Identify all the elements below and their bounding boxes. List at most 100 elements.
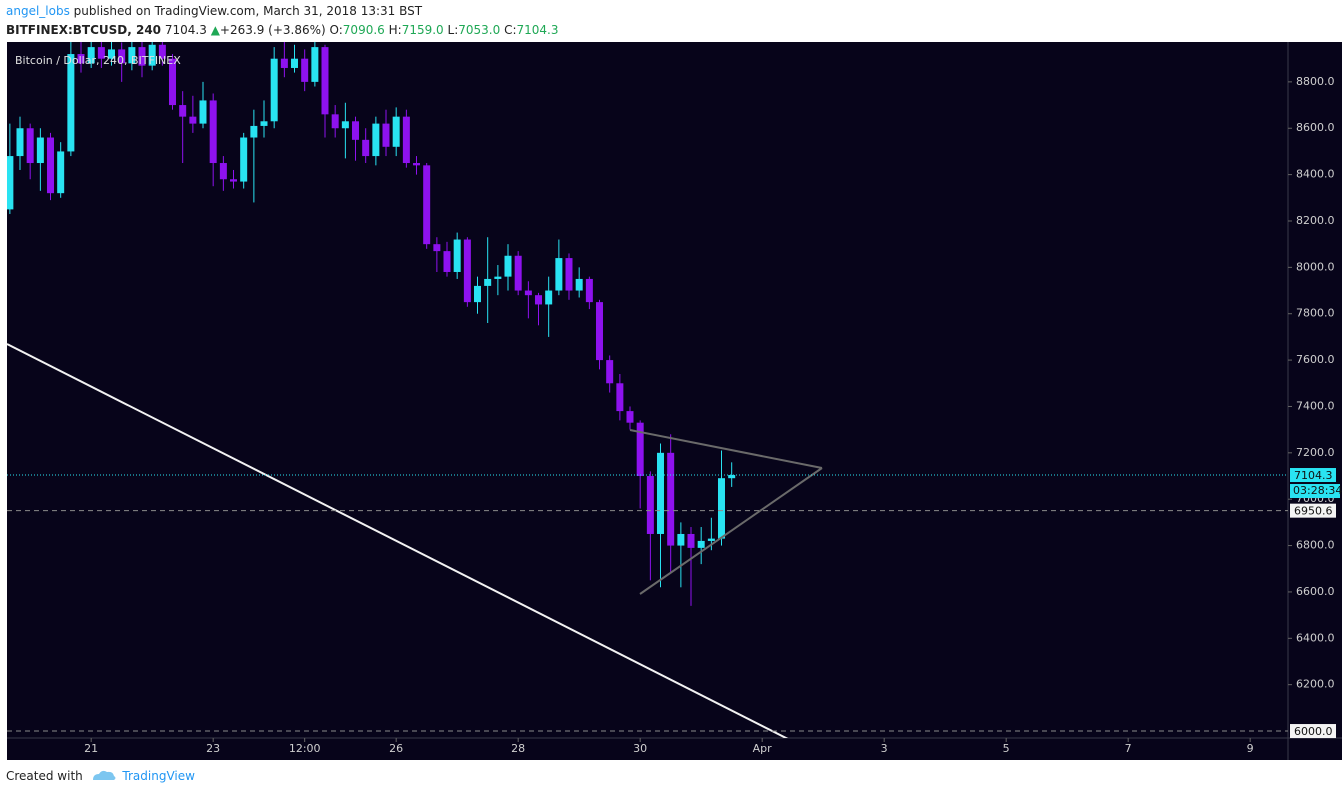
x-tick-label: 30 xyxy=(633,742,647,755)
candle-body xyxy=(240,137,248,182)
x-tick-label: 9 xyxy=(1247,742,1254,755)
drawings xyxy=(7,343,823,738)
candle-body xyxy=(351,121,359,140)
symbol: BITFINEX:BTCUSD, 240 xyxy=(6,23,162,37)
countdown: 03:28:34 xyxy=(1293,484,1342,497)
countdown-box xyxy=(1290,484,1340,499)
candle-body xyxy=(473,285,481,303)
candle-body xyxy=(57,151,65,194)
candle-body xyxy=(402,116,410,164)
price-label: 6000.0 xyxy=(1294,725,1333,738)
candle-body xyxy=(270,58,278,122)
candle-body xyxy=(636,422,644,477)
candle-body xyxy=(707,538,715,541)
y-tick-label: 8000.0 xyxy=(1296,260,1335,273)
candle-body xyxy=(301,58,309,82)
candle-body xyxy=(504,255,512,277)
candle-body xyxy=(189,116,197,124)
candle-body xyxy=(26,128,34,164)
trend-line xyxy=(7,343,789,738)
x-tick-label: 28 xyxy=(511,742,525,755)
footer: Created with TradingView xyxy=(6,766,195,783)
candle-body xyxy=(362,139,370,157)
candle-body xyxy=(443,251,451,272)
candle-body xyxy=(728,475,736,479)
x-tick-label: 7 xyxy=(1125,742,1132,755)
ohlc-label: L: xyxy=(447,23,459,37)
y-tick-label: 6400.0 xyxy=(1296,631,1335,644)
published: published on TradingView.com, March 31, … xyxy=(73,4,423,18)
y-tick-label: 7600.0 xyxy=(1296,353,1335,366)
candle-body xyxy=(331,114,339,129)
candle-body xyxy=(107,49,115,59)
candle-body xyxy=(372,123,380,157)
x-tick-label: 21 xyxy=(84,742,98,755)
candle-body xyxy=(677,533,685,546)
price-box xyxy=(1290,503,1336,518)
candle-body xyxy=(138,47,146,66)
candle-body xyxy=(463,239,471,303)
candle-body xyxy=(219,163,227,180)
ohlc-label: H: xyxy=(388,23,402,37)
author[interactable]: angel_lobs xyxy=(6,4,70,18)
candle-body xyxy=(412,163,420,166)
candle-body xyxy=(321,47,329,115)
candle-body xyxy=(534,295,542,305)
y-tick-label: 8200.0 xyxy=(1296,214,1335,227)
candle-body xyxy=(290,58,298,68)
candle-body xyxy=(423,165,431,245)
symbol-line: BITFINEX:BTCUSD, 240 7104.3 ▲+263.9 (+3.… xyxy=(6,21,559,40)
ohlc-value: 7090.6 xyxy=(342,23,385,37)
candle-body xyxy=(209,100,217,164)
ohlc-value: 7159.0 xyxy=(401,23,444,37)
price-box xyxy=(1290,468,1336,483)
candle-body xyxy=(656,452,664,534)
y-tick-label: 7800.0 xyxy=(1296,307,1335,320)
publish-line: angel_lobs published on TradingView.com,… xyxy=(6,2,559,21)
candle-body xyxy=(585,278,593,303)
ohlc-value: 7104.3 xyxy=(516,23,559,37)
candle-body xyxy=(97,47,105,59)
candle-body xyxy=(199,100,207,124)
candle-body xyxy=(595,302,603,361)
candle-body xyxy=(646,476,654,534)
candle-body xyxy=(687,533,695,548)
x-tick-label: 23 xyxy=(206,742,220,755)
candle-body xyxy=(148,44,156,66)
candle-body xyxy=(168,58,176,106)
y-tick-label: 7400.0 xyxy=(1296,399,1335,412)
x-tick-label: 12:00 xyxy=(289,742,321,755)
candle-body xyxy=(453,239,461,272)
candle-body xyxy=(494,276,502,279)
candle-body xyxy=(250,125,258,138)
chart-background xyxy=(7,42,1342,760)
x-tick-label: 26 xyxy=(389,742,403,755)
y-tick-label: 6200.0 xyxy=(1296,678,1335,691)
candle-body xyxy=(524,290,532,296)
ohlc: O:7090.6 H:7159.0 L:7053.0 C:7104.3 xyxy=(330,23,559,37)
candle-body xyxy=(7,156,14,210)
candle-body xyxy=(36,137,44,164)
arrow: ▲ xyxy=(210,23,220,37)
candle-body xyxy=(87,47,95,64)
candle-body xyxy=(555,258,563,291)
candle-body xyxy=(565,258,573,291)
price-label: 7104.3 xyxy=(1294,469,1333,482)
created: Created with xyxy=(6,769,83,783)
triangle-line xyxy=(639,467,823,595)
x-tick-label: 3 xyxy=(881,742,888,755)
y-tick-label: 6800.0 xyxy=(1296,539,1335,552)
header: angel_lobs published on TradingView.com,… xyxy=(6,2,559,40)
candle-body xyxy=(260,121,268,126)
y-tick-label: 7200.0 xyxy=(1296,446,1335,459)
candle-body xyxy=(311,47,319,82)
chart-title: Bitcoin / Dollar, 240, BITFINEX xyxy=(15,54,181,67)
candle-body xyxy=(606,360,614,384)
plot xyxy=(7,42,736,606)
price-label: 6950.6 xyxy=(1294,505,1333,518)
price-box xyxy=(1290,724,1336,739)
change: +263.9 (+3.86%) xyxy=(219,23,326,37)
brand[interactable]: TradingView xyxy=(122,769,195,783)
